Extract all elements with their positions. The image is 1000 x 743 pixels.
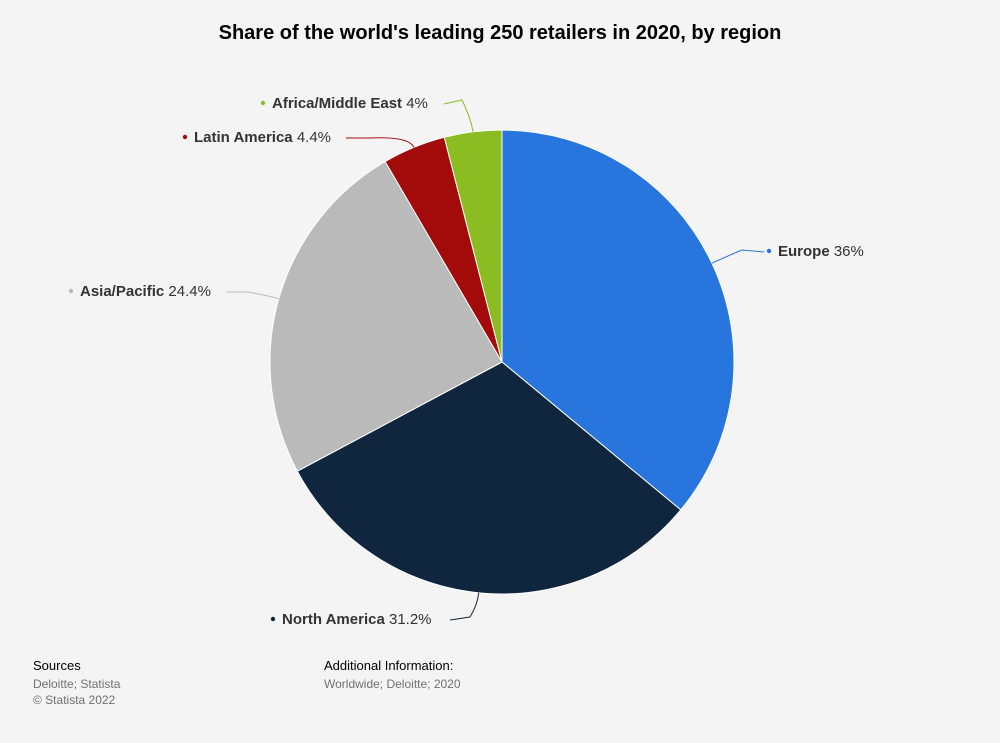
connector-line (711, 249, 765, 264)
slice-label: North America 31.2% (282, 611, 432, 628)
label-bullet (766, 248, 772, 254)
slice-label: Asia/Pacific 24.4% (80, 283, 211, 300)
slice-label: Africa/Middle East 4% (272, 95, 428, 112)
connector-line (449, 592, 480, 621)
connector-line (443, 99, 474, 132)
additional-info-block: Additional Information: Worldwide; Deloi… (324, 658, 461, 692)
connector-line (346, 137, 415, 148)
slice-label: Latin America 4.4% (194, 129, 331, 146)
sources-block: Sources Deloitte; Statista © Statista 20… (33, 658, 120, 708)
additional-info-title: Additional Information: (324, 658, 454, 673)
slice-label: Europe 36% (778, 243, 864, 260)
slice-label-value: 4% (406, 95, 428, 112)
slice-label-name: North America (282, 611, 389, 628)
label-bullet (68, 288, 74, 294)
copyright-line: © Statista 2022 (33, 693, 116, 707)
chart-title: Share of the world's leading 250 retaile… (218, 22, 782, 44)
slice-label-value: 36% (834, 243, 864, 260)
pie-slice-africa-middle-east[interactable] (443, 129, 503, 363)
label-bullet (260, 100, 266, 106)
slice-label-name: Africa/Middle East (272, 95, 406, 112)
slice-label-value: 4.4% (297, 129, 331, 146)
label-bullet (270, 616, 276, 622)
slice-label-name: Europe (778, 243, 834, 260)
additional-info-line: Worldwide; Deloitte; 2020 (324, 677, 461, 691)
sources-title: Sources (33, 658, 81, 673)
slice-label-value: 31.2% (389, 611, 432, 628)
slice-label-name: Asia/Pacific (80, 283, 168, 300)
label-bullet (182, 134, 188, 140)
pie-slice-asia-pacific[interactable] (269, 160, 503, 472)
sources-line: Deloitte; Statista (33, 677, 121, 691)
slice-label-name: Latin America (194, 129, 297, 146)
connector-line (226, 291, 279, 300)
slice-label-value: 24.4% (168, 283, 211, 300)
